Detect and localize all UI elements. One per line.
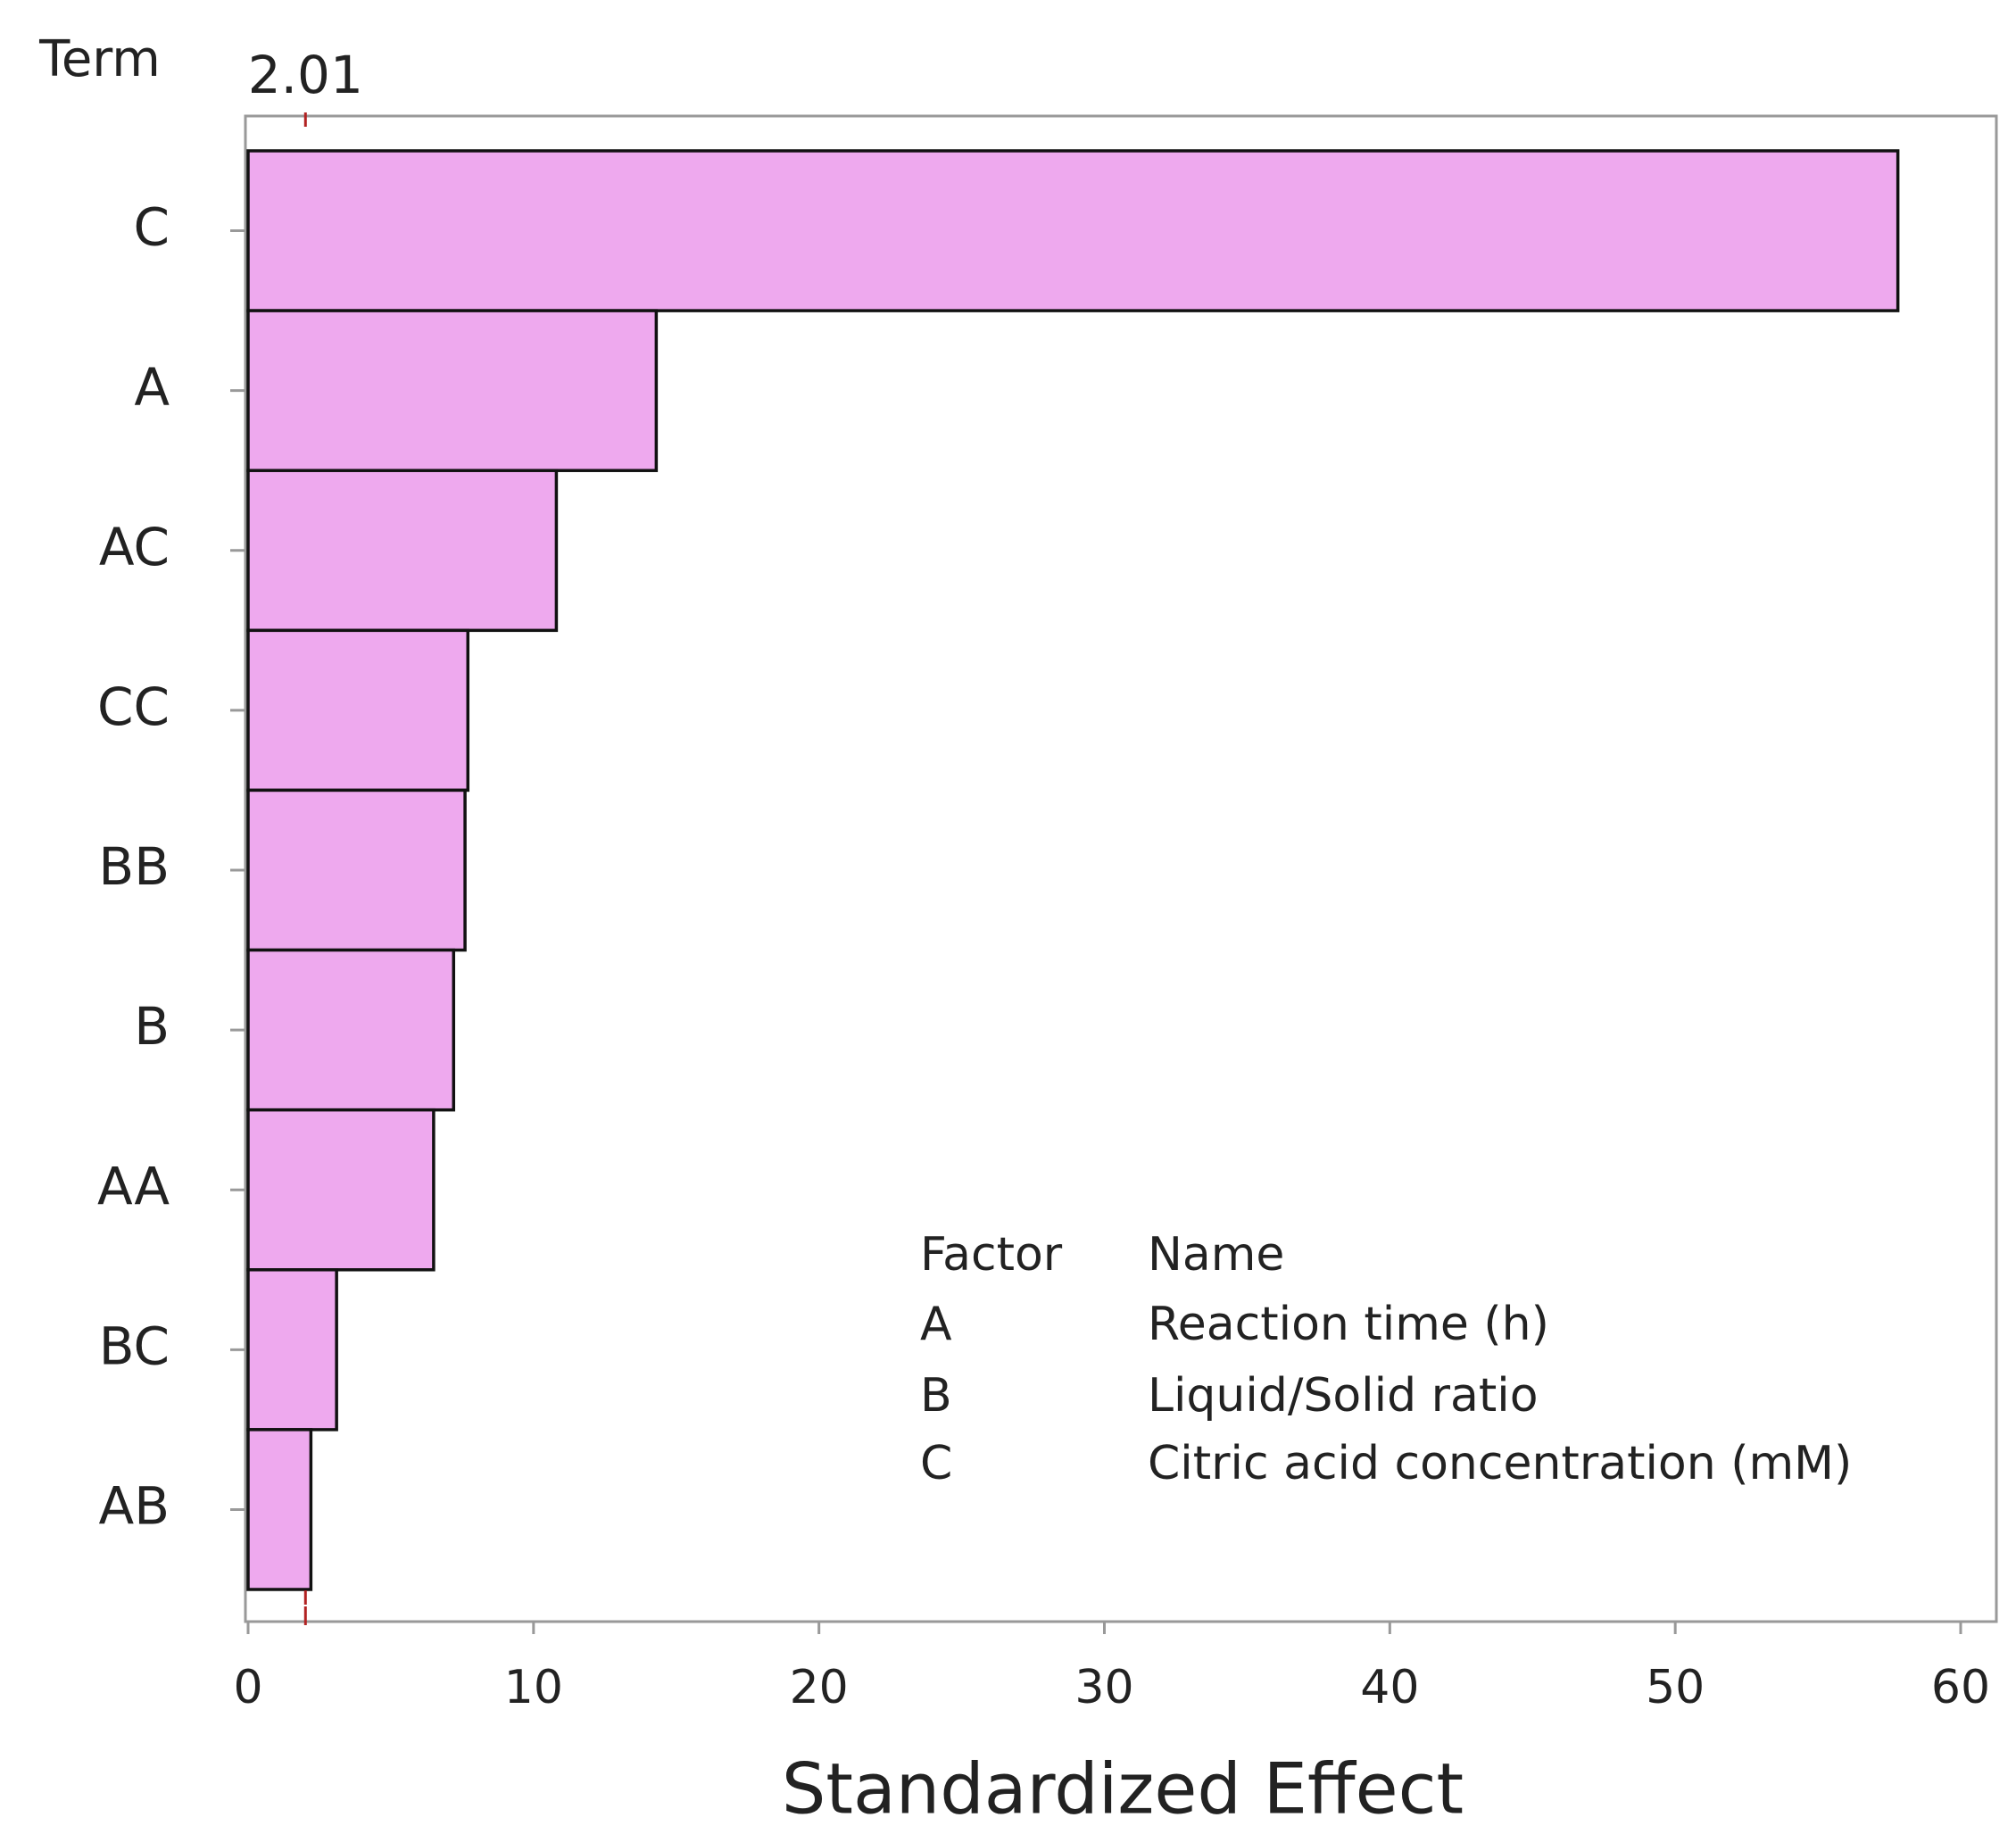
y-tick-label: C xyxy=(134,197,170,258)
factor-table-cell: B xyxy=(920,1369,952,1423)
factor-table-cell: C xyxy=(920,1437,952,1490)
bar xyxy=(246,309,659,472)
bar xyxy=(246,948,456,1112)
y-tick-label: AC xyxy=(99,517,170,577)
x-tick-label: 10 xyxy=(504,1661,563,1714)
x-tick-label: 50 xyxy=(1646,1661,1705,1714)
bar xyxy=(246,788,467,952)
bar xyxy=(246,1268,338,1432)
factor-table-cell: A xyxy=(920,1298,952,1351)
bar xyxy=(246,469,559,633)
x-tick-label: 60 xyxy=(1931,1661,1990,1714)
bar xyxy=(246,149,1900,312)
factor-table-header: Name xyxy=(1148,1228,1284,1282)
bar xyxy=(246,1428,313,1591)
x-axis-title: Standardized Effect xyxy=(782,1749,1464,1830)
factor-table-cell: Citric acid concentration (mM) xyxy=(1148,1437,1852,1490)
x-tick-label: 20 xyxy=(790,1661,849,1714)
reference-label: 2.01 xyxy=(248,45,363,105)
y-tick-label: BC xyxy=(99,1315,170,1376)
factor-table-cell: Liquid/Solid ratio xyxy=(1148,1369,1539,1423)
x-tick-label: 30 xyxy=(1074,1661,1133,1714)
y-tick-label: BB xyxy=(98,836,170,897)
factor-table-header: Factor xyxy=(920,1228,1063,1282)
y-tick-label: AA xyxy=(97,1156,170,1216)
bar xyxy=(246,628,470,793)
factor-table-cell: Reaction time (h) xyxy=(1148,1298,1549,1351)
x-tick-label: 40 xyxy=(1360,1661,1419,1714)
y-tick-label: CC xyxy=(97,676,170,737)
bar xyxy=(246,1108,436,1272)
y-tick-label: AB xyxy=(99,1476,170,1537)
y-tick-label: A xyxy=(134,357,170,418)
y-tick-label: B xyxy=(134,996,170,1057)
x-tick-label: 0 xyxy=(233,1661,262,1714)
y-axis-title: Term xyxy=(38,30,161,88)
